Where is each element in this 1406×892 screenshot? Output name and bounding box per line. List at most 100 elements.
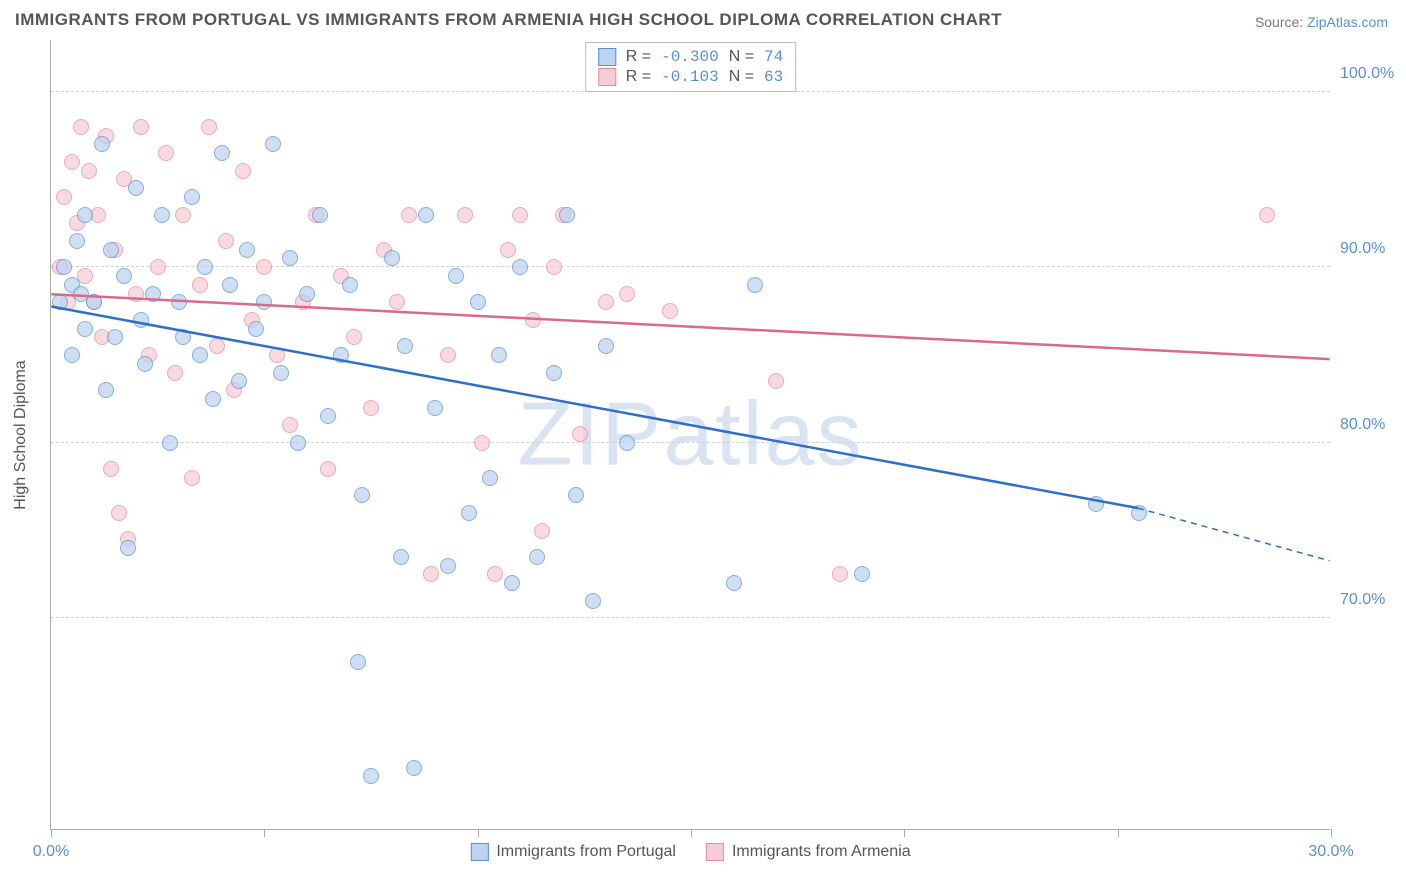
legend-r-label: R = — [626, 48, 651, 66]
legend-n-value: 74 — [764, 48, 783, 66]
scatter-point — [559, 207, 575, 223]
scatter-point — [500, 242, 516, 258]
scatter-point — [299, 286, 315, 302]
x-tick — [478, 829, 479, 837]
source-link[interactable]: ZipAtlas.com — [1307, 14, 1388, 30]
scatter-point — [158, 145, 174, 161]
scatter-point — [256, 294, 272, 310]
scatter-point — [69, 233, 85, 249]
scatter-point — [103, 461, 119, 477]
scatter-point — [346, 329, 362, 345]
scatter-point — [265, 136, 281, 152]
scatter-point — [128, 180, 144, 196]
scatter-point — [73, 119, 89, 135]
scatter-point — [525, 312, 541, 328]
scatter-point — [154, 207, 170, 223]
legend-series-box: Immigrants from Portugal Immigrants from… — [470, 843, 910, 861]
scatter-point — [747, 277, 763, 293]
scatter-point — [401, 207, 417, 223]
scatter-point — [598, 294, 614, 310]
legend-r-value: -0.103 — [661, 68, 719, 86]
legend-r-value: -0.300 — [661, 48, 719, 66]
scatter-point — [77, 207, 93, 223]
scatter-point — [222, 277, 238, 293]
legend-stats-row: R = -0.300 N = 74 — [598, 47, 784, 67]
legend-stats-row: R = -0.103 N = 63 — [598, 67, 784, 87]
scatter-point — [491, 347, 507, 363]
scatter-point — [342, 277, 358, 293]
scatter-point — [171, 294, 187, 310]
scatter-point — [218, 233, 234, 249]
scatter-point — [393, 549, 409, 565]
y-tick-label: 100.0% — [1340, 65, 1405, 83]
scatter-point — [86, 294, 102, 310]
scatter-point — [619, 435, 635, 451]
x-tick — [1331, 829, 1332, 837]
legend-swatch-armenia — [598, 68, 616, 86]
scatter-point — [184, 470, 200, 486]
scatter-point — [256, 259, 272, 275]
scatter-point — [201, 119, 217, 135]
scatter-point — [273, 365, 289, 381]
scatter-point — [282, 417, 298, 433]
scatter-point — [406, 760, 422, 776]
legend-n-label: N = — [729, 48, 754, 66]
scatter-point — [482, 470, 498, 486]
scatter-point — [77, 321, 93, 337]
scatter-point — [290, 435, 306, 451]
scatter-point — [98, 382, 114, 398]
scatter-point — [662, 303, 678, 319]
scatter-point — [175, 329, 191, 345]
scatter-point — [350, 654, 366, 670]
y-axis-title: High School Diploma — [12, 360, 30, 509]
scatter-point — [320, 408, 336, 424]
scatter-point — [568, 487, 584, 503]
scatter-point — [585, 593, 601, 609]
scatter-point — [137, 356, 153, 372]
x-tick — [51, 829, 52, 837]
scatter-point — [572, 426, 588, 442]
trend-lines-svg — [51, 40, 1330, 829]
scatter-point — [512, 259, 528, 275]
scatter-point — [418, 207, 434, 223]
scatter-point — [150, 259, 166, 275]
gridline — [51, 266, 1330, 267]
y-tick-label: 90.0% — [1340, 240, 1405, 258]
scatter-point — [120, 540, 136, 556]
scatter-point — [320, 461, 336, 477]
legend-label: Immigrants from Armenia — [732, 843, 911, 861]
scatter-point — [1259, 207, 1275, 223]
scatter-point — [116, 268, 132, 284]
scatter-point — [474, 435, 490, 451]
scatter-point — [231, 373, 247, 389]
scatter-point — [282, 250, 298, 266]
x-tick — [691, 829, 692, 837]
x-tick — [1118, 829, 1119, 837]
scatter-point — [103, 242, 119, 258]
legend-swatch-portugal — [470, 843, 488, 861]
scatter-point — [167, 365, 183, 381]
scatter-point — [1131, 505, 1147, 521]
scatter-point — [111, 505, 127, 521]
scatter-point — [64, 154, 80, 170]
scatter-point — [598, 338, 614, 354]
scatter-point — [512, 207, 528, 223]
scatter-point — [184, 189, 200, 205]
scatter-point — [192, 347, 208, 363]
scatter-point — [504, 575, 520, 591]
scatter-point — [363, 400, 379, 416]
scatter-point — [529, 549, 545, 565]
scatter-point — [56, 259, 72, 275]
watermark-text: ZIPatlas — [517, 383, 863, 486]
scatter-point — [52, 294, 68, 310]
scatter-point — [81, 163, 97, 179]
gridline — [51, 617, 1330, 618]
scatter-point — [457, 207, 473, 223]
scatter-point — [128, 286, 144, 302]
scatter-point — [448, 268, 464, 284]
y-tick-label: 80.0% — [1340, 416, 1405, 434]
source-attribution: Source: ZipAtlas.com — [1255, 14, 1388, 30]
scatter-point — [333, 347, 349, 363]
x-tick — [904, 829, 905, 837]
scatter-point — [248, 321, 264, 337]
